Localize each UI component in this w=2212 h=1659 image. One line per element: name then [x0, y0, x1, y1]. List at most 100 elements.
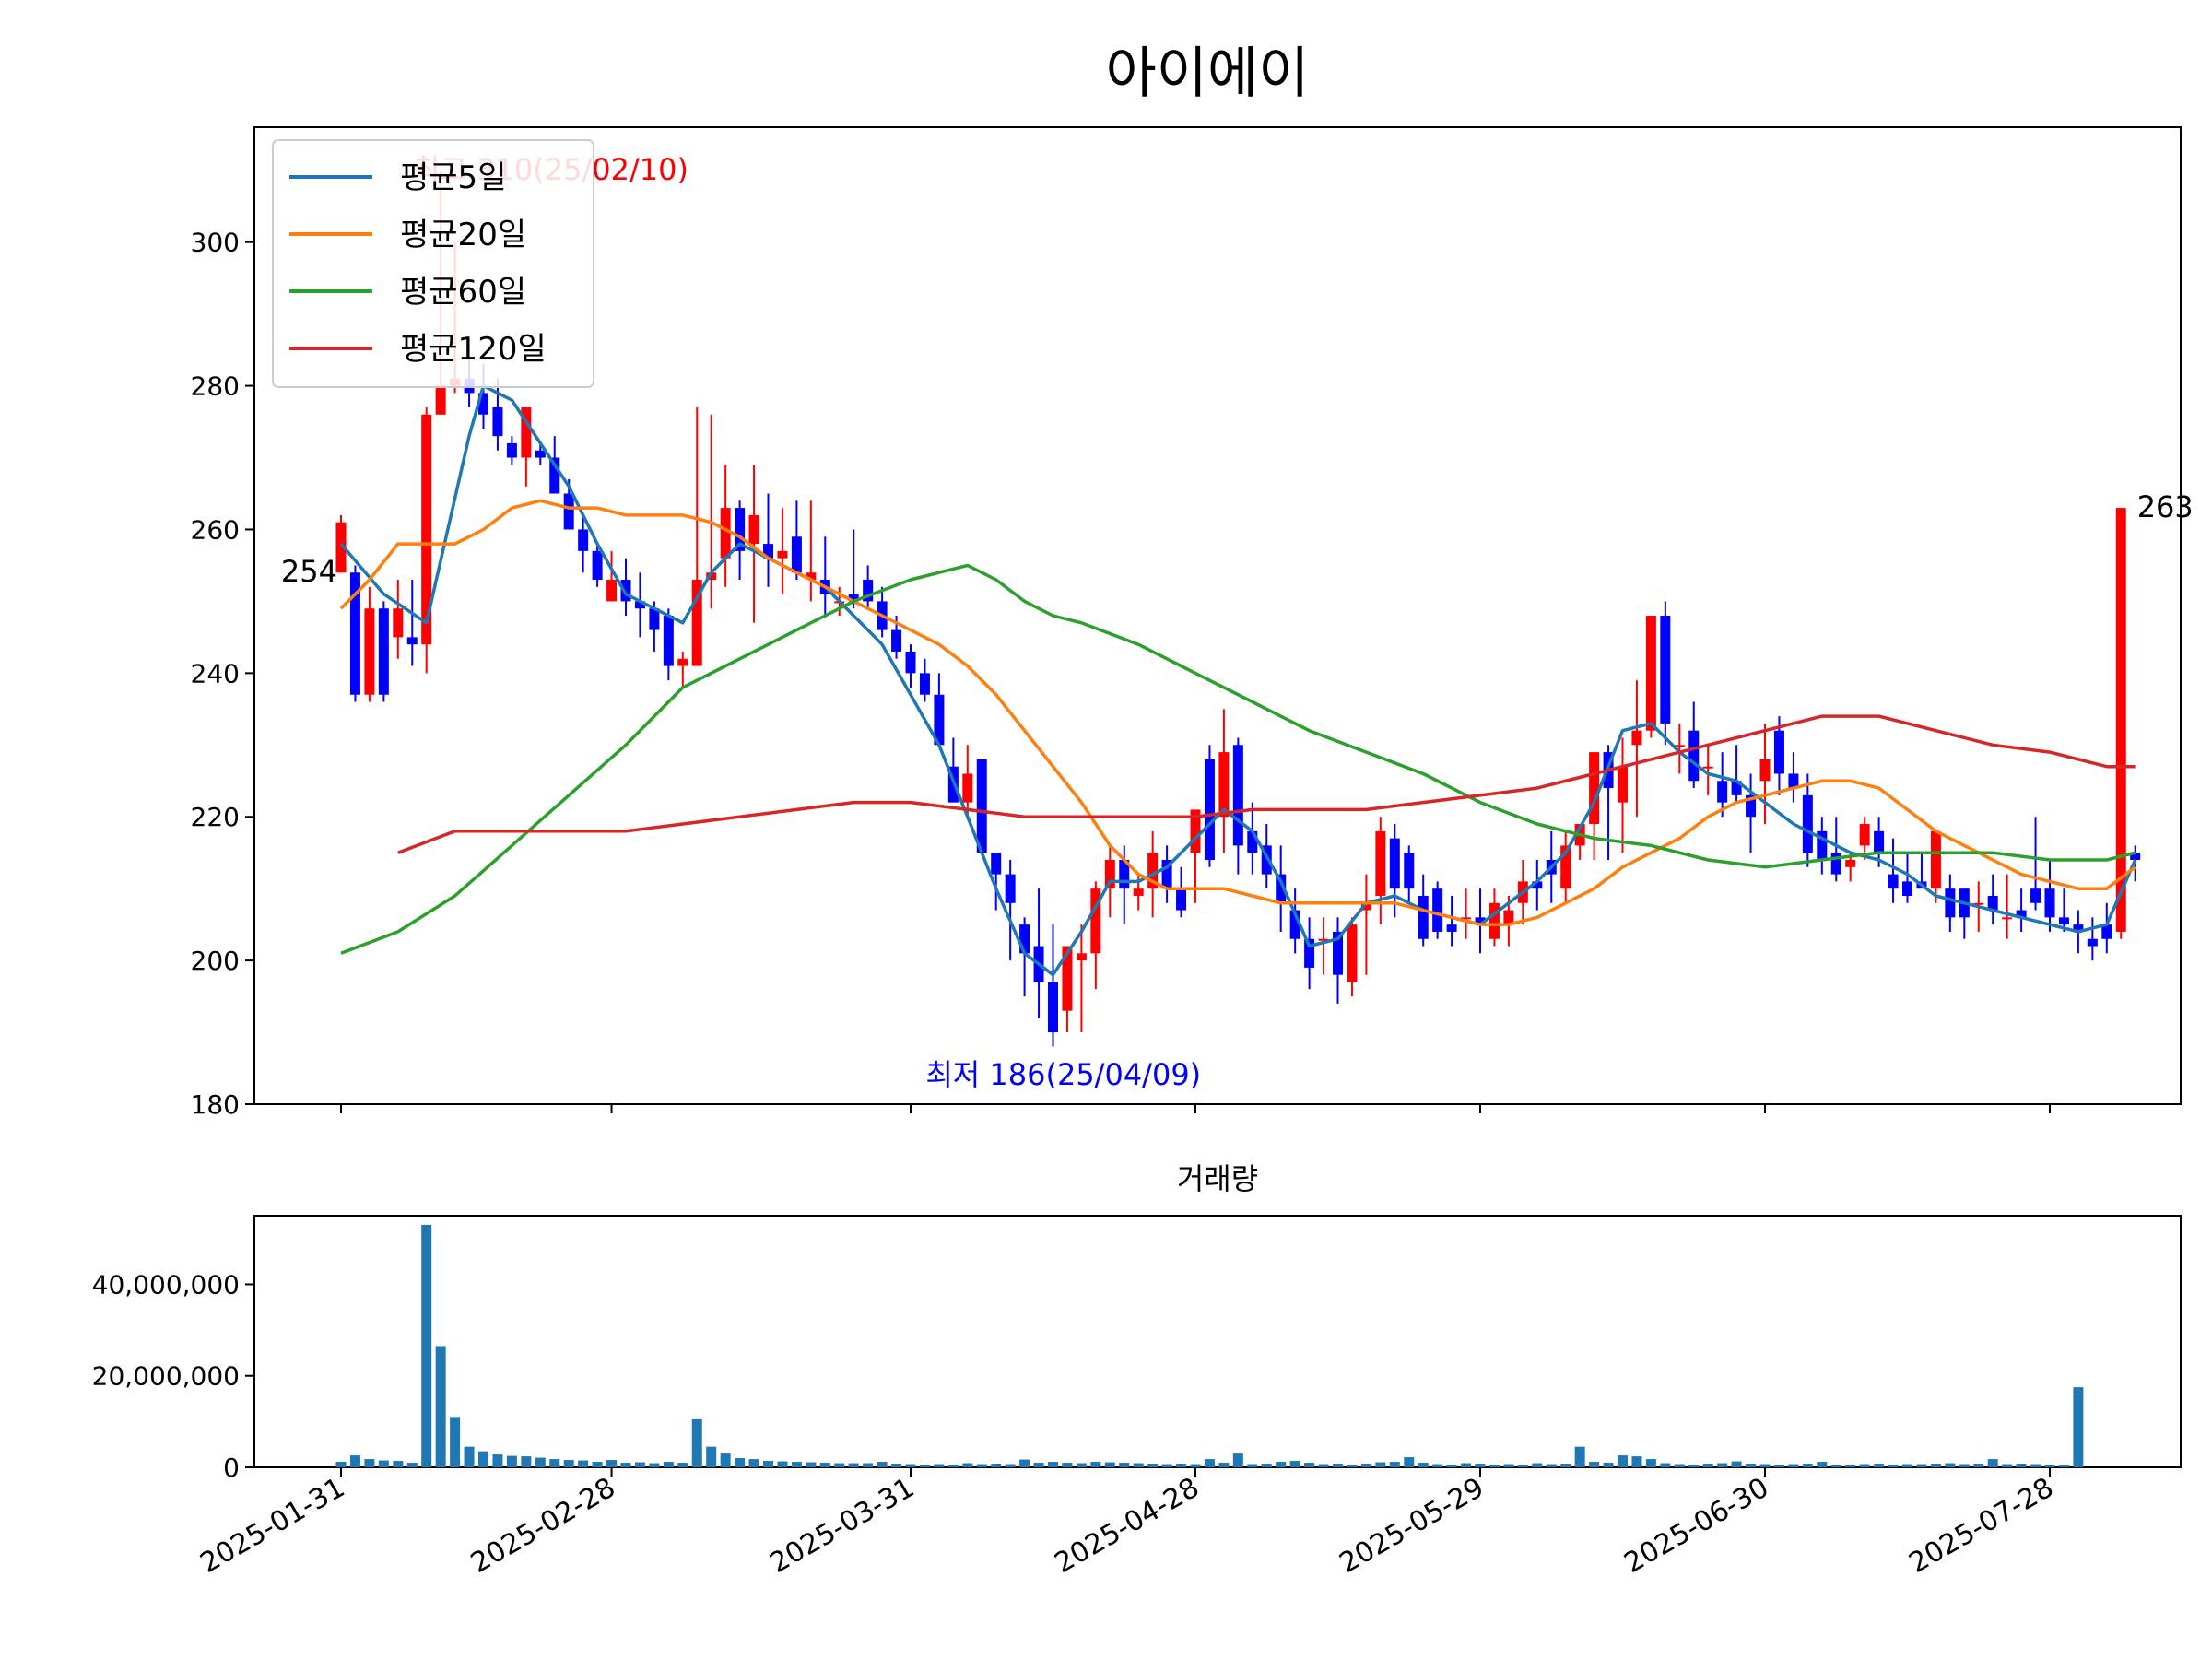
volume-bar	[450, 1417, 461, 1467]
volume-bar	[934, 1464, 945, 1467]
volume-bar	[1845, 1465, 1856, 1467]
candle-body	[393, 608, 404, 638]
volume-bar	[506, 1455, 517, 1467]
volume-bar	[1432, 1464, 1443, 1467]
volume-bar	[763, 1461, 773, 1467]
candle-body	[1261, 845, 1272, 875]
candle-body	[1276, 874, 1287, 903]
candle-body	[1488, 902, 1500, 939]
volume-bar	[1959, 1464, 1970, 1467]
volume-bar	[349, 1455, 360, 1467]
candle-body	[891, 629, 902, 652]
candle-body	[1945, 888, 1956, 918]
candle-body	[1247, 830, 1258, 853]
candle-body	[1133, 888, 1144, 896]
volume-bar	[1503, 1464, 1514, 1467]
volume-bar	[748, 1459, 759, 1467]
volume-bar	[1674, 1464, 1685, 1467]
candle-body	[1930, 830, 1941, 889]
volume-bar	[1731, 1461, 1742, 1467]
candle-body	[1375, 830, 1386, 896]
candle-body	[620, 580, 631, 602]
candle-body	[649, 608, 660, 630]
volume-bar	[1218, 1463, 1230, 1467]
volume-bar	[991, 1464, 1002, 1467]
candle-body	[1830, 853, 1841, 875]
candle-body	[706, 572, 717, 581]
volume-bar	[1404, 1457, 1415, 1467]
volume-bar	[1276, 1462, 1287, 1467]
candle-body	[848, 594, 859, 602]
volume-bar	[1645, 1459, 1656, 1467]
candle-body	[1304, 938, 1315, 968]
candle-body	[1347, 924, 1358, 982]
candle-body	[1048, 982, 1058, 1033]
volume-bar	[1773, 1465, 1784, 1467]
ma-line	[339, 383, 2137, 977]
volume-bar	[393, 1461, 404, 1467]
price-annotation: 최저 186(25/04/09)	[925, 1057, 1201, 1092]
candle-body	[791, 536, 802, 573]
volume-panel: 0 20,000,000 40,000,000 2025-01-31 2025-02-…	[92, 1215, 2182, 1580]
volume-bar	[1076, 1463, 1087, 1467]
volume-bar	[1161, 1464, 1172, 1467]
candle-body	[663, 616, 674, 666]
candle-body	[1817, 830, 1828, 860]
price-annotation: 263	[2137, 489, 2194, 524]
candle-body	[1147, 853, 1159, 889]
candle-body	[1176, 888, 1187, 911]
chart-title: 아이에이	[1106, 41, 1310, 106]
volume-bar	[364, 1459, 375, 1467]
volume-bar	[521, 1456, 532, 1467]
candle-body	[1005, 874, 1016, 903]
candle-body	[1062, 946, 1073, 1011]
volume-bar	[1660, 1463, 1671, 1467]
volume-bar	[1589, 1462, 1600, 1467]
candle-body	[1503, 910, 1514, 925]
legend-label: 평균60일	[400, 274, 526, 311]
volume-bar	[406, 1463, 418, 1467]
volume-bar	[1247, 1464, 1258, 1467]
volume-bar	[563, 1460, 574, 1467]
ma-line	[397, 714, 2136, 854]
volume-bar	[1048, 1462, 1058, 1467]
candle-body	[1218, 752, 1230, 818]
volume-bar	[649, 1463, 660, 1467]
volume-bar	[1717, 1463, 1728, 1467]
volume-bar	[1261, 1464, 1272, 1467]
legend-label: 평균120일	[400, 331, 547, 368]
candle-body	[1119, 860, 1130, 889]
volume-bar	[877, 1462, 888, 1467]
candle-body	[1746, 794, 1757, 818]
volume-bar	[2030, 1464, 2041, 1467]
volume-bar	[1902, 1464, 1912, 1467]
volume-bar	[1304, 1463, 1315, 1467]
volume-bar	[1033, 1463, 1044, 1467]
candle-body	[905, 651, 916, 674]
volume-bar	[492, 1454, 503, 1467]
candle-body	[1076, 953, 1087, 961]
candle-body	[2115, 508, 2126, 932]
volume-bar	[848, 1463, 859, 1467]
volume-bar	[1488, 1465, 1500, 1467]
candle-body	[1717, 781, 1728, 803]
volume-bar	[1945, 1463, 1956, 1467]
volume-bar	[2073, 1387, 2084, 1467]
candle-body	[1987, 895, 1998, 911]
candle-body	[521, 406, 532, 458]
candle-body	[1845, 860, 1856, 867]
y-tick-label: 260	[191, 514, 240, 545]
candle-body	[863, 580, 874, 602]
candle-body	[435, 385, 446, 415]
y-tick-label: 280	[191, 371, 240, 402]
volume-bar	[806, 1462, 817, 1467]
volume-bar	[834, 1463, 845, 1467]
volume-plot-area	[253, 1215, 2182, 1468]
candle-body	[1589, 752, 1600, 825]
candle-body	[748, 514, 759, 545]
candle-body	[1446, 924, 1457, 932]
candle-body	[2002, 917, 2013, 920]
volume-bar	[1930, 1464, 1941, 1467]
volume-bar	[1019, 1459, 1030, 1467]
volume-bar	[663, 1462, 674, 1467]
